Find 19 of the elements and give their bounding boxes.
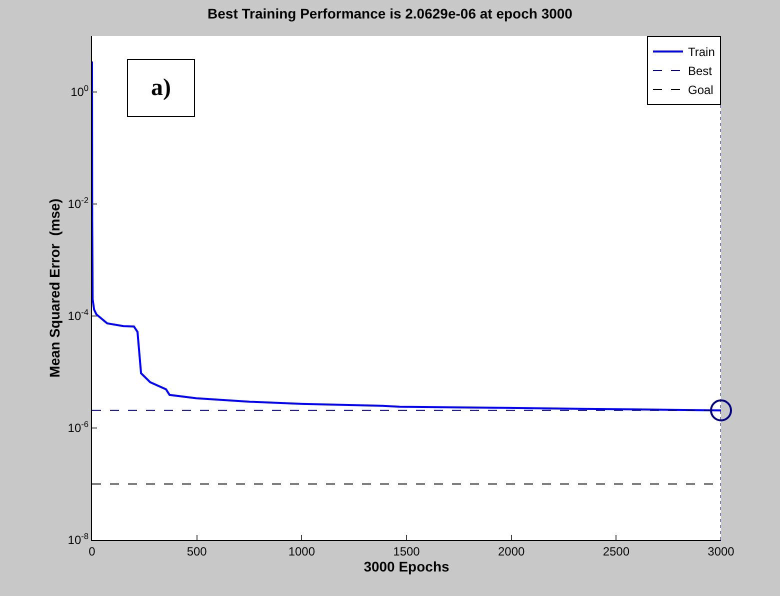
y-tick-label: 10$^{0}$ [70, 83, 89, 100]
x-axis-title: 3000 Epochs [364, 558, 450, 574]
x-tick-label: 1000 [288, 544, 316, 558]
x-tick-label: 500 [186, 544, 208, 558]
x-tick-label: 3000 [708, 544, 735, 558]
x-tick-label: 1500 [393, 544, 420, 558]
legend-label: Train [688, 45, 715, 60]
y-tick-label: 10$^{-4}$ [68, 307, 89, 324]
x-tick-label: 0 [88, 544, 96, 558]
legend-label: Goal [688, 83, 714, 98]
y-tick-label: 10$^{-8}$ [68, 531, 89, 548]
legend-label: Best [688, 64, 713, 78]
x-tick-label: 2500 [602, 544, 630, 558]
y-tick-label: 10$^{-2}$ [68, 195, 89, 212]
y-axis-title: Mean Squared Error (mse) [46, 198, 62, 378]
x-tick-label: 2000 [498, 544, 525, 558]
annotation: a) [151, 75, 171, 101]
y-tick-label: 10$^{-6}$ [68, 419, 89, 436]
chart-title: Best Training Performance is 2.0629e-06 at epoch 3000 [208, 6, 573, 22]
